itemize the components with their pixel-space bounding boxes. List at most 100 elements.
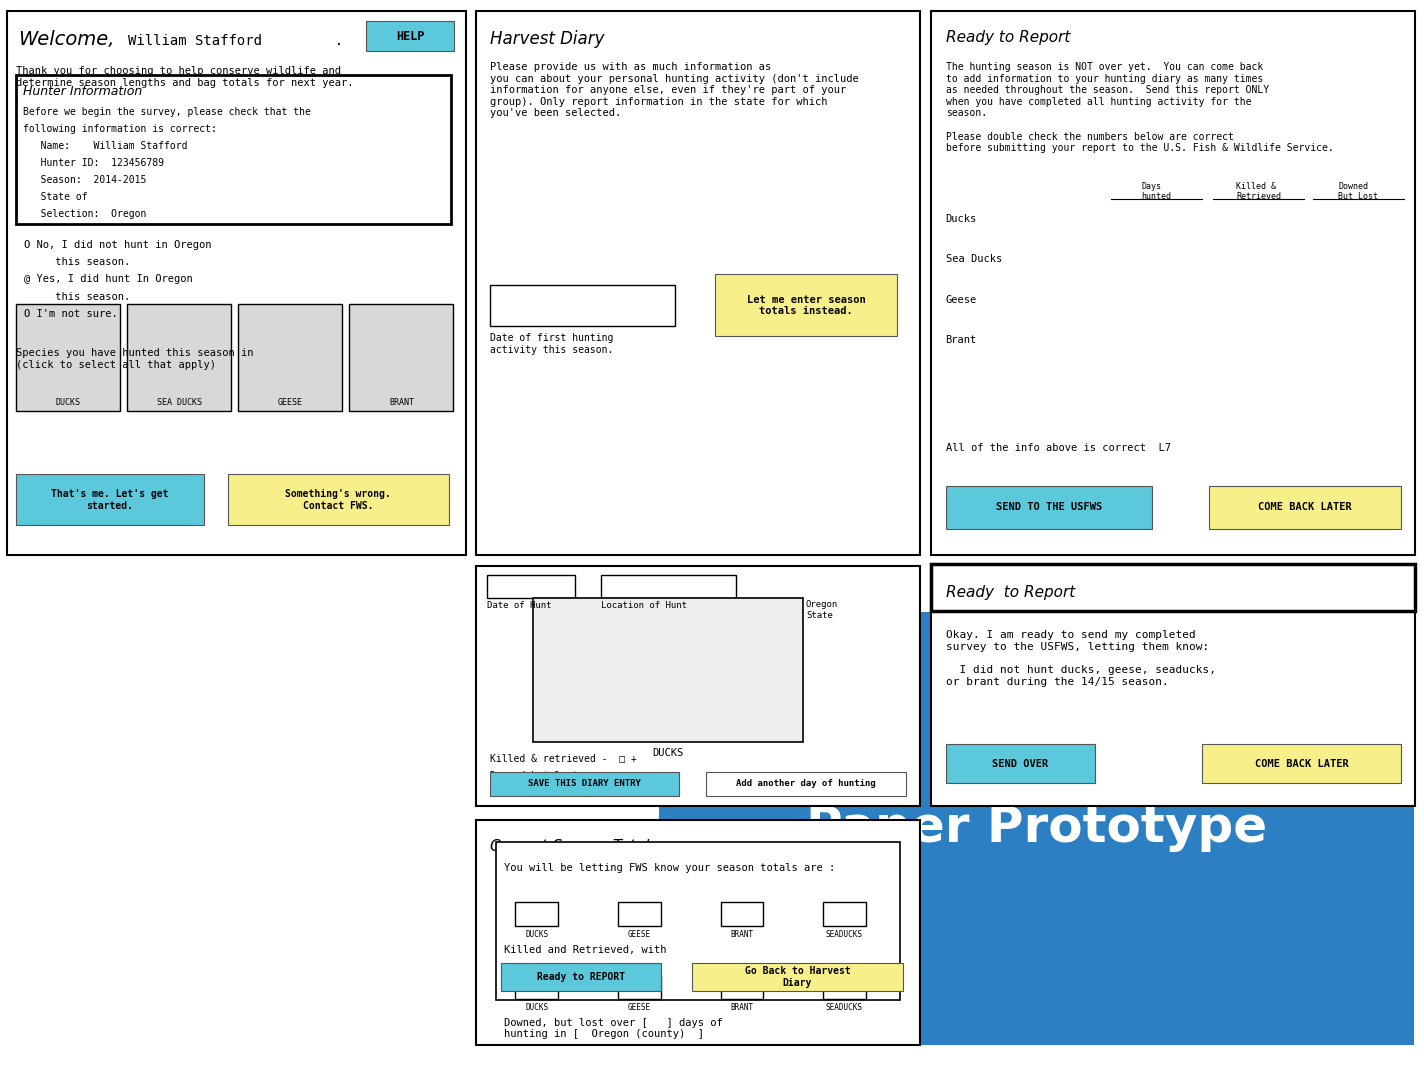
Text: Date of first hunting
activity this season.: Date of first hunting activity this seas…	[490, 333, 614, 355]
Text: BRANT: BRANT	[731, 1003, 753, 1011]
Text: DUCKS: DUCKS	[56, 398, 81, 407]
Bar	[476, 820, 920, 1045]
Text: BRANT: BRANT	[731, 930, 753, 939]
Text: Killed and Retrieved, with: Killed and Retrieved, with	[504, 945, 666, 955]
Text: Let me enter season
totals instead.: Let me enter season totals instead.	[746, 295, 866, 316]
Bar	[931, 11, 1415, 555]
Bar	[501, 963, 661, 991]
Bar	[533, 598, 803, 742]
Text: Downed
But Lost: Downed But Lost	[1339, 182, 1378, 201]
Text: Killed & retrieved -  □ +: Killed & retrieved - □ +	[490, 753, 637, 763]
Text: following information is correct:: following information is correct:	[23, 124, 216, 134]
Bar	[1202, 744, 1401, 783]
Text: The hunting season is NOT over yet.  You can come back
to add information to you: The hunting season is NOT over yet. You …	[946, 62, 1333, 153]
Bar	[476, 566, 920, 806]
Text: Oregon
State: Oregon State	[806, 600, 839, 619]
Text: Downed, but lost over [   ] days of
hunting in [  Oregon (county)  ]: Downed, but lost over [ ] days of huntin…	[504, 1018, 723, 1039]
Bar	[721, 975, 763, 999]
Text: Hunter Information: Hunter Information	[23, 85, 142, 98]
Text: DUCKS: DUCKS	[652, 748, 684, 757]
Text: SEADUCKS: SEADUCKS	[826, 930, 863, 939]
Text: Brant: Brant	[946, 335, 977, 345]
Text: SAVE THIS DIARY ENTRY: SAVE THIS DIARY ENTRY	[528, 780, 641, 788]
Bar	[946, 744, 1095, 783]
Bar	[515, 902, 558, 926]
Text: Days
hunted: Days hunted	[1141, 182, 1172, 201]
Bar	[127, 304, 231, 411]
Bar	[618, 975, 661, 999]
Text: BRANT: BRANT	[389, 398, 414, 407]
Bar	[946, 486, 1152, 529]
Text: Selection:  Oregon: Selection: Oregon	[23, 209, 147, 219]
Text: GEESE: GEESE	[628, 930, 651, 939]
Text: Ready to Report: Ready to Report	[946, 30, 1069, 45]
Bar	[706, 772, 906, 796]
Bar	[490, 772, 679, 796]
Text: Date of Hunt: Date of Hunt	[487, 601, 551, 610]
Text: SEADUCKS: SEADUCKS	[826, 1003, 863, 1011]
Text: this season.: this season.	[24, 257, 131, 267]
Text: Add another day of hunting: Add another day of hunting	[736, 780, 876, 788]
Text: O No, I did not hunt in Oregon: O No, I did not hunt in Oregon	[24, 240, 212, 250]
Text: Paper Prototype: Paper Prototype	[806, 804, 1267, 852]
Bar	[618, 902, 661, 926]
Bar	[715, 274, 897, 336]
Text: COME BACK LATER: COME BACK LATER	[1259, 502, 1351, 513]
Text: That's me. Let's get
started.: That's me. Let's get started.	[51, 489, 168, 511]
Text: Harvest Diary: Harvest Diary	[490, 30, 604, 48]
Text: O I'm not sure.: O I'm not sure.	[24, 309, 118, 318]
Bar	[16, 474, 204, 525]
Bar	[515, 975, 558, 999]
Text: Something's wrong.
Contact FWS.: Something's wrong. Contact FWS.	[285, 489, 392, 511]
Text: DUCKS: DUCKS	[525, 930, 548, 939]
Text: COME BACK LATER: COME BACK LATER	[1255, 758, 1349, 769]
Bar	[487, 575, 575, 598]
Bar	[490, 285, 675, 326]
Text: State of: State of	[23, 192, 87, 202]
Text: SEA DUCKS: SEA DUCKS	[157, 398, 202, 407]
Text: Downed but lost -    □ +: Downed but lost - □ +	[490, 770, 631, 780]
Text: Welcome,: Welcome,	[19, 30, 115, 49]
Bar	[823, 975, 866, 999]
Bar	[496, 842, 900, 1000]
Text: Thank you for choosing to help conserve wildlife and
determine season lengths an: Thank you for choosing to help conserve …	[16, 66, 353, 88]
Text: Go Back to Harvest
Diary: Go Back to Harvest Diary	[745, 967, 850, 988]
Text: Killed &
Retrieved: Killed & Retrieved	[1236, 182, 1282, 201]
Text: SEND OVER: SEND OVER	[993, 758, 1048, 769]
Bar	[1209, 486, 1401, 529]
Bar	[366, 21, 454, 51]
Text: You will be letting FWS know your season totals are :: You will be letting FWS know your season…	[504, 863, 836, 873]
Text: Location of Hunt: Location of Hunt	[601, 601, 686, 610]
Text: this season.: this season.	[24, 292, 131, 301]
Bar	[238, 304, 342, 411]
Text: Species you have hunted this season in
(click to select all that apply): Species you have hunted this season in (…	[16, 348, 253, 370]
Text: Okay. I am ready to send my completed
survey to the USFWS, letting them know:

 : Okay. I am ready to send my completed su…	[946, 630, 1216, 687]
Text: DUCKS: DUCKS	[525, 1003, 548, 1011]
Bar	[823, 902, 866, 926]
Bar	[659, 612, 1414, 1045]
Bar	[349, 304, 453, 411]
Text: Ducks: Ducks	[946, 214, 977, 223]
Bar	[931, 566, 1415, 806]
Text: Ready  to Report: Ready to Report	[946, 585, 1075, 600]
Text: Sea Ducks: Sea Ducks	[946, 254, 1002, 264]
Bar	[228, 474, 449, 525]
Text: Name:    William Stafford: Name: William Stafford	[23, 141, 188, 151]
Bar	[931, 564, 1415, 611]
Text: Before we begin the survey, please check that the: Before we begin the survey, please check…	[23, 107, 310, 116]
Bar	[16, 75, 451, 224]
Bar	[7, 11, 466, 555]
Text: GEESE: GEESE	[628, 1003, 651, 1011]
Text: William Stafford: William Stafford	[128, 34, 262, 48]
Text: Please provide us with as much information as
you can about your personal huntin: Please provide us with as much informati…	[490, 62, 859, 119]
Text: @ Yes, I did hunt In Oregon: @ Yes, I did hunt In Oregon	[24, 274, 194, 284]
Bar	[476, 11, 920, 555]
Text: .: .	[318, 34, 343, 48]
Text: Hunter ID:  123456789: Hunter ID: 123456789	[23, 158, 164, 168]
Bar	[601, 575, 736, 598]
Text: Season:  2014-2015: Season: 2014-2015	[23, 175, 147, 185]
Text: Geese: Geese	[946, 295, 977, 304]
Text: Current Season Totals: Current Season Totals	[490, 839, 658, 854]
Text: GEESE: GEESE	[278, 398, 303, 407]
Bar	[16, 304, 120, 411]
